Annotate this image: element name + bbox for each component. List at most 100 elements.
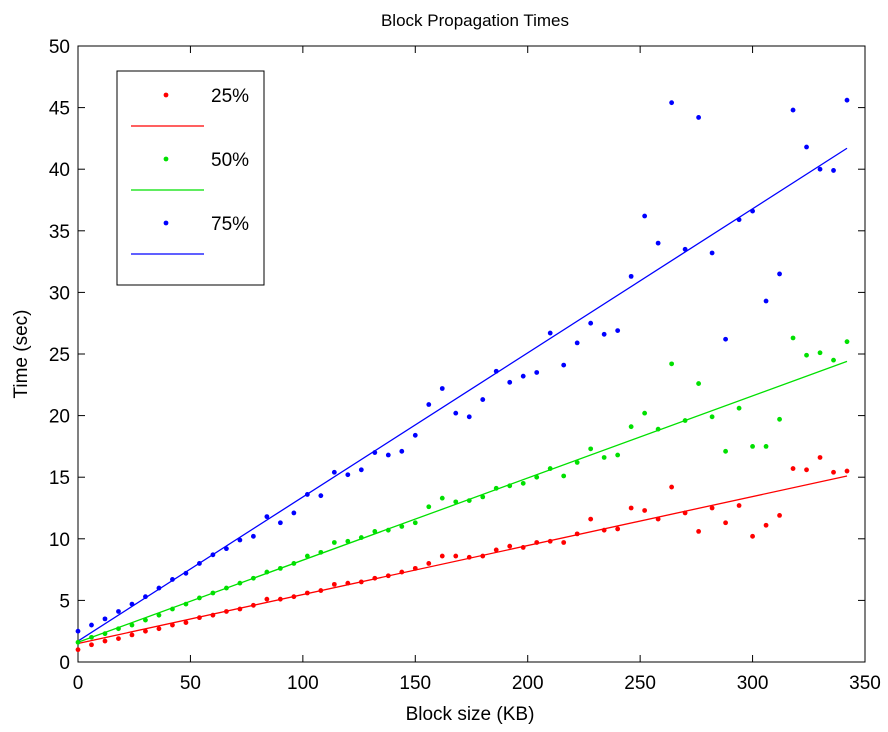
y-tick-label: 5 bbox=[59, 591, 70, 612]
series-75pct-point bbox=[709, 250, 715, 256]
series-25pct-point bbox=[588, 516, 594, 522]
series-25pct-point bbox=[102, 638, 108, 644]
series-25pct-point bbox=[790, 466, 796, 471]
series-50pct-point bbox=[156, 612, 162, 618]
series-25pct-point bbox=[331, 581, 337, 587]
series-50pct-point bbox=[466, 498, 472, 504]
series-25pct-point bbox=[561, 540, 567, 545]
legend-entries: 25% 50% 75% bbox=[131, 86, 249, 255]
series-50pct-point bbox=[116, 626, 121, 632]
series-50pct-point bbox=[237, 580, 243, 586]
series-50pct-point bbox=[170, 606, 175, 612]
series-50pct-point bbox=[385, 527, 391, 533]
series-75pct-point bbox=[89, 622, 94, 628]
series-50pct-point bbox=[143, 617, 148, 623]
y-axis-label: Time (sec) bbox=[11, 309, 32, 398]
y-axis: 0 5 10 15 20 25 30 35 40 45 50 bbox=[49, 37, 865, 674]
series-25pct-point bbox=[399, 569, 405, 575]
series-50pct-point bbox=[669, 361, 675, 367]
series-50pct-point bbox=[129, 622, 135, 628]
series-75pct-point bbox=[817, 166, 823, 172]
series-75pct-point bbox=[439, 386, 445, 391]
series-50pct-point bbox=[426, 504, 432, 510]
series-75pct-point bbox=[831, 168, 836, 173]
series-50pct-point bbox=[588, 446, 594, 452]
series-50pct-point bbox=[682, 418, 688, 423]
series-25pct-point bbox=[237, 606, 243, 612]
series-50pct-point bbox=[642, 410, 648, 416]
series-75pct-point bbox=[763, 298, 769, 304]
series-25pct-point bbox=[655, 516, 661, 522]
legend-50pct-marker bbox=[163, 156, 169, 162]
series-25pct-point bbox=[507, 543, 513, 549]
series-50pct-point bbox=[372, 529, 378, 534]
series-25pct-point bbox=[480, 553, 486, 559]
series-75pct-point bbox=[358, 467, 364, 473]
series-75pct-point bbox=[412, 432, 418, 438]
series-25pct-point bbox=[345, 580, 351, 586]
series-75pct-point bbox=[345, 472, 351, 478]
series-50pct-point bbox=[561, 473, 567, 479]
series-25pct-point bbox=[304, 590, 310, 596]
series-75pct-point bbox=[304, 492, 310, 497]
series-25pct-point bbox=[642, 508, 648, 513]
series-50pct-point bbox=[750, 444, 755, 449]
series-50pct-point bbox=[844, 339, 850, 345]
series-50pct-point bbox=[358, 535, 364, 540]
x-axis: 0 50 100 150 200 250 300 350 bbox=[73, 46, 881, 694]
series-75pct-point bbox=[385, 452, 391, 458]
series-75pct-point bbox=[426, 402, 432, 407]
series-75pct-point bbox=[291, 510, 297, 516]
series-50pct-point bbox=[831, 357, 836, 363]
series-75pct-point bbox=[601, 331, 607, 337]
series-25pct-point bbox=[615, 526, 621, 532]
series-25pct-point bbox=[804, 467, 809, 473]
series-25pct-point bbox=[170, 622, 175, 628]
series-50pct-point bbox=[804, 352, 809, 358]
series-50pct-point bbox=[304, 553, 310, 559]
series-25pct-point bbox=[574, 531, 580, 537]
series-25pct-point bbox=[696, 529, 702, 534]
series-75pct-point bbox=[210, 552, 216, 558]
series-75pct-point bbox=[520, 373, 526, 379]
series-75pct-point bbox=[561, 362, 567, 368]
series-50pct-point bbox=[534, 474, 540, 480]
series-50pct-point bbox=[763, 444, 769, 449]
series-75pct-point bbox=[183, 570, 189, 576]
chart-title: Block Propagation Times bbox=[381, 11, 569, 30]
x-axis-label: Block size (KB) bbox=[406, 704, 535, 725]
series-25pct-point bbox=[844, 468, 850, 474]
series-25pct-point bbox=[682, 510, 688, 516]
series-50pct-point bbox=[399, 524, 405, 529]
series-75pct-point bbox=[143, 594, 148, 600]
series-50pct-point bbox=[709, 414, 715, 420]
series-50pct-point bbox=[723, 448, 728, 454]
series-25pct-point bbox=[723, 520, 728, 526]
series-75pct-point bbox=[507, 379, 513, 385]
series-25pct-point bbox=[264, 596, 270, 602]
series-25pct-point bbox=[736, 503, 742, 508]
series-25pct-point bbox=[493, 547, 499, 553]
x-tick-label: 150 bbox=[399, 673, 431, 694]
series-75pct-fit-line bbox=[77, 147, 848, 642]
series-50pct-point bbox=[777, 416, 782, 422]
y-tick-label: 25 bbox=[49, 345, 70, 366]
y-tick-label: 50 bbox=[49, 37, 70, 58]
series-75pct-point bbox=[277, 520, 283, 526]
series-25pct-point bbox=[224, 609, 229, 614]
series-50pct-point bbox=[601, 455, 607, 460]
series-50pct-point bbox=[277, 565, 283, 571]
series-25pct-point bbox=[547, 538, 553, 544]
x-tick-label: 0 bbox=[73, 673, 84, 694]
series-25pct-point bbox=[763, 522, 769, 528]
series-75pct-point bbox=[696, 115, 702, 120]
series-75pct-point bbox=[844, 97, 850, 103]
series-25pct-point bbox=[129, 632, 135, 638]
legend-75pct-label: 75% bbox=[211, 214, 249, 235]
legend-25pct-marker bbox=[163, 92, 169, 98]
series-50pct-point bbox=[412, 520, 418, 526]
series-50pct-point bbox=[628, 424, 634, 430]
series-50pct-point bbox=[507, 483, 513, 489]
y-tick-label: 20 bbox=[49, 407, 70, 428]
series-75pct-point bbox=[669, 100, 675, 106]
